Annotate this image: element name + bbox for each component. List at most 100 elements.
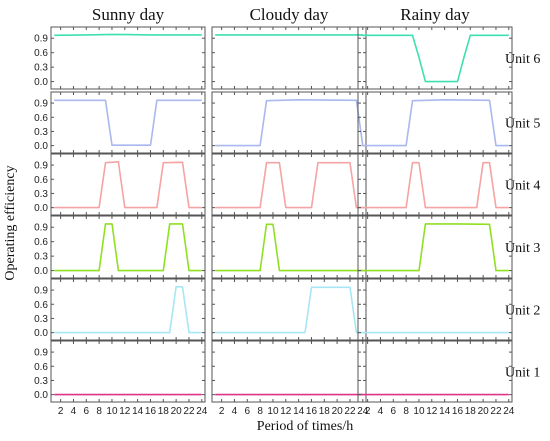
panel-frame [211,91,367,154]
panel [357,278,513,341]
y-tick-label: 0.9 [34,223,48,234]
x-tick-label: 20 [171,406,183,417]
panel-frame [211,215,367,279]
panel-frame [357,26,513,90]
panel-frame [357,91,513,154]
x-tick-label: 8 [257,406,263,417]
panel-frame [50,91,206,154]
y-tick-label: 0.6 [34,48,48,59]
series-line [54,285,202,334]
y-tick-label: 0.6 [34,113,48,124]
x-tick-label: 10 [413,406,425,417]
x-tick-label: 14 [439,406,451,417]
panel: 2 4 6 8 10 12 14 16 18 20 22 24 [50,340,208,417]
panel [50,91,206,154]
panel [50,26,206,90]
series-line [361,161,509,209]
series-line [215,286,363,334]
column-title: Rainy day [400,5,470,24]
x-tick-label: 22 [344,406,356,417]
row-label: Unit 1 [505,366,540,381]
x-tick-label: 24 [196,406,208,417]
panel-frame [50,26,206,90]
row-label: Unit 5 [505,117,540,132]
row-label: Unit 2 [505,304,540,319]
x-tick-label: 4 [232,406,238,417]
panel [211,26,367,90]
x-tick-label: 2 [365,406,371,417]
panel-frame [211,278,367,341]
panel-grid: 0.0 0.3 0.6 0.9 0.0 0.3 0.6 0.9 0.0 0.3 0.6 0.9 0.0 0… [34,26,515,417]
x-tick-label: 8 [96,406,102,417]
x-tick-label: 8 [403,406,409,417]
series-line [215,161,363,209]
y-tick-label: 0.3 [34,63,48,74]
panel [357,91,513,154]
panel-frame [211,26,367,90]
x-tick-label: 24 [503,406,515,417]
x-tick-label: 16 [306,406,318,417]
panel [357,215,513,279]
panel [50,153,206,216]
panel-frame [357,278,513,341]
panel: 2 4 6 8 10 12 14 16 18 20 22 24 [211,340,369,417]
y-tick-label: 0.6 [34,237,48,248]
y-tick-label: 0.9 [34,161,48,172]
panel [211,215,367,279]
x-tick-label: 18 [465,406,477,417]
panel: 2 4 6 8 10 12 14 16 18 20 22 24 [357,340,515,417]
series-line [215,99,364,147]
panel [50,215,206,279]
y-tick-label: 0.0 [34,390,48,401]
panel-frame [50,153,206,216]
series-line [215,223,363,272]
panel-frame [211,340,367,403]
row-labels: Unit 6 Unit 5 Unit 4 Unit 3 Unit 2 Unit 1 [505,52,540,381]
x-tick-label: 2 [58,406,64,417]
y-tick-label: 0.9 [34,99,48,110]
y-tick-label: 0.9 [34,286,48,297]
y-tick-label: 0.0 [34,203,48,214]
y-tick-label: 0.9 [34,34,48,45]
x-tick-label: 10 [106,406,118,417]
row-label: Unit 4 [505,179,540,194]
column-title: Cloudy day [250,5,329,24]
x-tick-label: 22 [490,406,502,417]
column-titles: Sunny day Cloudy day Rainy day [92,5,470,24]
series-line [361,223,509,272]
panel-frame [50,340,206,403]
x-tick-label: 4 [71,406,77,417]
x-tick-label: 18 [158,406,170,417]
y-tick-label: 0.3 [34,314,48,325]
panel-frame [50,215,206,279]
x-tick-label: 18 [319,406,331,417]
x-tick-label: 6 [84,406,90,417]
y-tick-label: 0.6 [34,362,48,373]
y-tick-label: 0.6 [34,300,48,311]
x-tick-label: 20 [478,406,490,417]
panel-frame [357,340,513,403]
column-title: Sunny day [92,5,165,24]
x-tick-label: 10 [267,406,279,417]
y-tick-label: 0.0 [34,328,48,339]
panel-frame [211,153,367,216]
x-tick-label: 6 [245,406,251,417]
x-tick-label: 24 [357,406,369,417]
panel [211,153,367,216]
row-label: Unit 3 [505,241,540,256]
x-tick-label: 16 [452,406,464,417]
x-tick-label: 22 [183,406,195,417]
x-tick-label: 20 [332,406,344,417]
series-line [361,99,509,147]
x-tick-label: 14 [132,406,144,417]
y-tick-label: 0.0 [34,266,48,277]
panel [357,26,513,90]
y-tick-label: 0.9 [34,348,48,359]
row-label: Unit 6 [505,52,540,67]
y-axis-label: Operating efficiency [3,165,18,280]
panel [211,278,367,341]
y-tick-label: 0.0 [34,141,48,152]
y-tick-label: 0.0 [34,77,48,88]
y-tick-label: 0.3 [34,252,48,263]
y-tick-label: 0.3 [34,127,48,138]
